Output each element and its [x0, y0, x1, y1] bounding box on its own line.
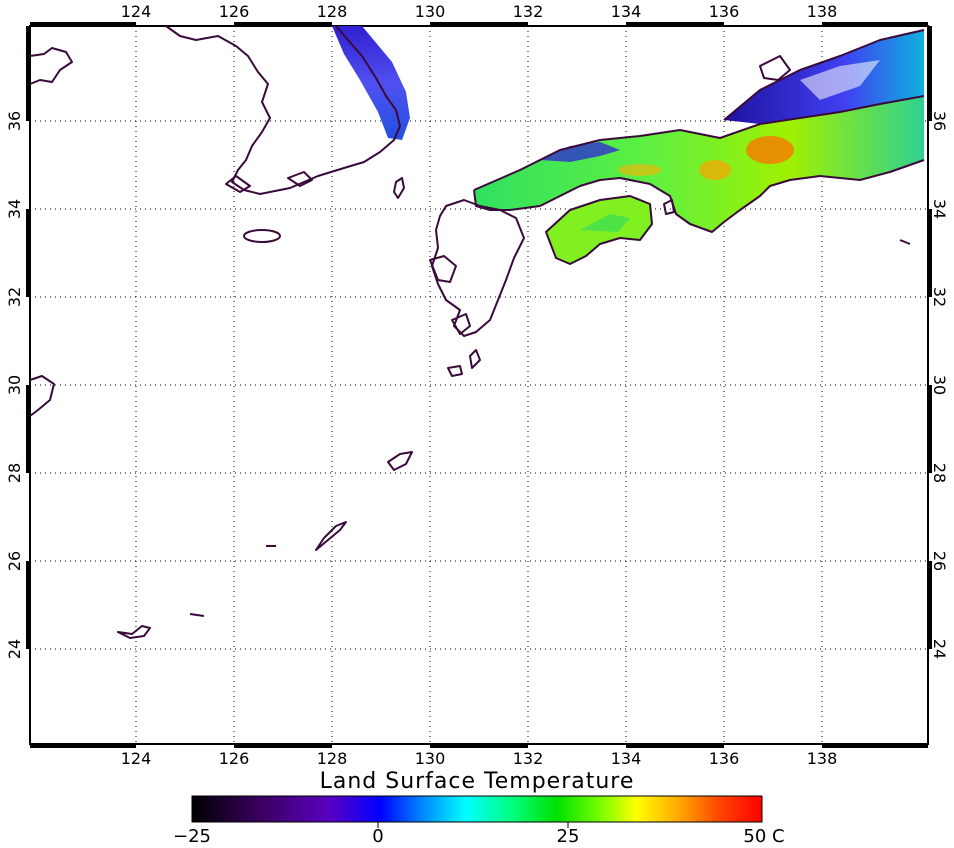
left-axis: 36 34 32 30 28 26 24	[5, 111, 24, 659]
colorbar: −25 0 25 50 C	[173, 795, 785, 847]
colorbar-label: −25	[173, 826, 211, 847]
left-tick: 28	[5, 463, 24, 483]
colorbar-gradient	[191, 795, 763, 823]
map-title: Land Surface Temperature	[320, 769, 635, 794]
bottom-tick: 128	[317, 749, 348, 768]
left-tick: 36	[5, 111, 24, 131]
bottom-tick: 134	[611, 749, 642, 768]
right-tick: 26	[930, 551, 949, 571]
top-tick: 124	[121, 2, 152, 21]
right-tick: 36	[930, 111, 949, 131]
right-tick: 34	[930, 199, 949, 219]
top-tick: 136	[709, 2, 740, 21]
left-tick: 26	[5, 551, 24, 571]
bottom-tick: 126	[219, 749, 250, 768]
top-tick: 138	[807, 2, 838, 21]
left-tick: 32	[5, 287, 24, 307]
temperature-field	[332, 26, 924, 264]
right-tick: 30	[930, 375, 949, 395]
left-tick: 24	[5, 639, 24, 659]
colorbar-label: 0	[372, 826, 383, 847]
top-tick: 128	[317, 2, 348, 21]
top-tick: 126	[219, 2, 250, 21]
top-tick: 130	[415, 2, 446, 21]
frame-border-bars	[26, 22, 932, 748]
right-tick: 24	[930, 639, 949, 659]
left-tick: 34	[5, 199, 24, 219]
colorbar-label: 50 C	[743, 826, 784, 847]
bottom-tick: 138	[807, 749, 838, 768]
top-tick: 134	[611, 2, 642, 21]
coastlines	[29, 25, 925, 639]
right-tick: 28	[930, 463, 949, 483]
right-axis: 36 34 32 30 28 26 24	[930, 111, 949, 659]
bottom-tick: 130	[415, 749, 446, 768]
right-tick: 32	[930, 287, 949, 307]
top-axis: 124 126 128 130 132 134 136 138	[121, 2, 838, 21]
colorbar-label: 25	[557, 826, 580, 847]
left-tick: 30	[5, 375, 24, 395]
top-tick: 132	[513, 2, 544, 21]
bottom-axis: 124 126 128 130 132 134 136 138	[121, 749, 838, 768]
bottom-tick: 136	[709, 749, 740, 768]
bottom-tick: 124	[121, 749, 152, 768]
bottom-tick: 132	[513, 749, 544, 768]
